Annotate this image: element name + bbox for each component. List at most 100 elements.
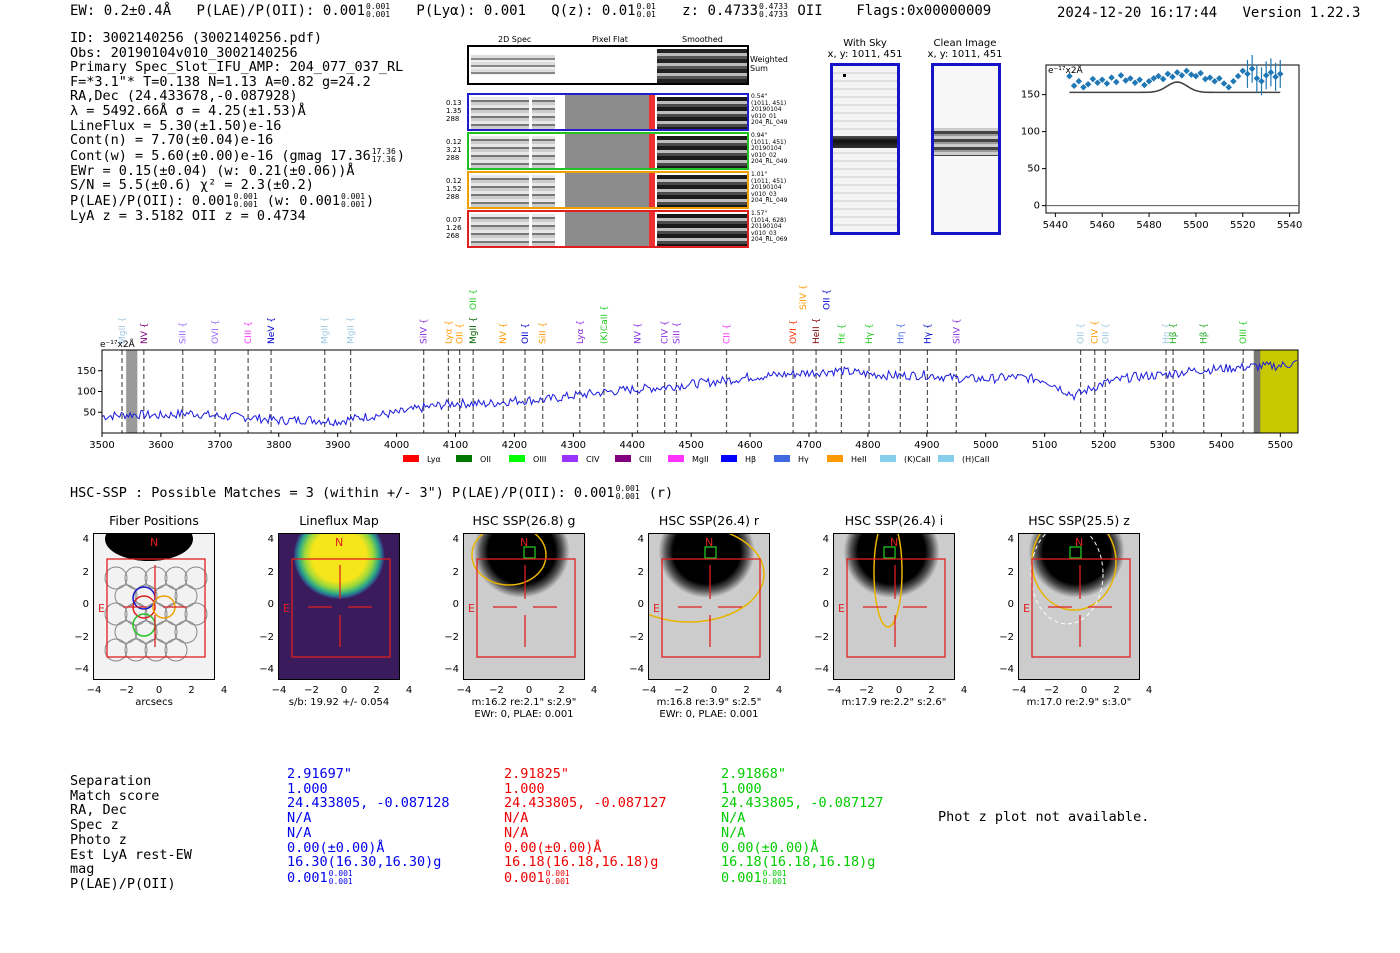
hsc-panel-sub1: s/b: 19.92 +/- 0.054 xyxy=(288,697,390,708)
hsc-ytick-label: 4 xyxy=(267,534,274,545)
hsc-ytick-label: 2 xyxy=(82,566,89,578)
hsc-panel-image: N E xyxy=(1018,533,1140,680)
ifu-footprint xyxy=(291,558,391,658)
zoom-xtick-label: 5520 xyxy=(1230,220,1255,231)
match-box xyxy=(1069,546,1082,559)
zoom-data-point xyxy=(1075,78,1083,85)
fiber-circle xyxy=(124,638,148,662)
legend-swatch xyxy=(562,455,578,462)
info-plae: P(LAE)/P(OII): 0.0010.001 0.001 (w: 0.001… xyxy=(70,191,375,209)
hsc-xtick-label: −2 xyxy=(119,685,134,696)
header-plya: P(Lyα): 0.001 xyxy=(416,3,526,19)
cutout-flat-strip xyxy=(565,134,649,168)
hsc-panel-image: N E xyxy=(648,533,770,680)
zoom-axes-frame xyxy=(1045,64,1300,214)
hsc-ytick-label: 2 xyxy=(822,566,829,578)
east-marker: E xyxy=(653,601,660,615)
label-separation: Separation xyxy=(70,773,152,789)
hsc-ytick-label: −2 xyxy=(629,631,644,643)
full-ytick-label: 150 xyxy=(77,366,96,377)
full-xtick-label: 5400 xyxy=(1209,440,1234,451)
match-value: N/A xyxy=(721,810,746,827)
info-contw: Cont(w) = 5.60(±0.00)e-16 (gmag 17.3617.… xyxy=(70,146,405,164)
zoom-data-point xyxy=(1225,83,1232,91)
full-xtick-label: 4100 xyxy=(443,440,468,451)
hsc-ytick-label: 0 xyxy=(452,599,459,610)
match-column: 2.91825" 1.000 24.433805, -0.087127 N/A N/A 0… xyxy=(504,767,667,886)
cutout-gap xyxy=(529,214,532,246)
legend-label: Hβ xyxy=(745,455,756,464)
full-line-label: SiII { xyxy=(539,322,549,344)
legend-swatch xyxy=(721,455,737,462)
full-xtick-label: 3700 xyxy=(207,440,232,451)
full-xtick-label: 4000 xyxy=(384,440,409,451)
legend-swatch xyxy=(774,455,790,462)
source-blob xyxy=(105,534,193,561)
match-value: 2.91868" xyxy=(721,766,787,782)
zoom-data-point xyxy=(1169,73,1176,81)
zoom-ytick-label: 50 xyxy=(1027,164,1040,175)
hsc-ytick-label: 0 xyxy=(1007,599,1014,610)
full-line-label: MgII { xyxy=(347,317,357,344)
full-scale-label: e⁻¹⁷x2Å xyxy=(100,338,136,350)
legend-swatch xyxy=(403,455,419,462)
hsc-xtick-label: −4 xyxy=(826,685,842,696)
full-xtick-label: 4600 xyxy=(737,440,762,451)
hsc-ytick-label: −2 xyxy=(259,631,274,643)
full-line-label: Lyα { xyxy=(444,320,454,344)
hsc-panel-title: HSC SSP(26.8) g xyxy=(472,513,576,528)
info-fit: F=*3.1"* T=0.138 N=1.13 A=0.82 g=24.2 xyxy=(70,73,371,90)
north-marker: N xyxy=(335,536,344,549)
full-top-line-label: SiIV { xyxy=(799,284,809,310)
cutout-row-stats: 0.12 1.52 288 xyxy=(446,177,462,201)
hsc-xtick-label: −4 xyxy=(86,685,102,696)
hsc-ytick-label: 2 xyxy=(452,566,459,578)
legend-swatch xyxy=(456,455,472,462)
zoom-xtick-label: 5480 xyxy=(1136,220,1161,231)
cutout-2d-strip xyxy=(471,136,555,168)
hsc-xtick-label: −2 xyxy=(1044,685,1059,696)
hsc-xtick-label: 2 xyxy=(928,685,935,696)
full-axes-frame xyxy=(101,349,1299,434)
hsc-xtick-label: 0 xyxy=(895,685,903,696)
fiber-circle xyxy=(104,638,128,662)
full-xtick-label: 4800 xyxy=(855,440,880,451)
header-timestamp: 2024-12-20 16:17:44 xyxy=(1057,5,1218,21)
info-lineflux: LineFlux = 5.30(±1.50)e-16 xyxy=(70,117,282,134)
full-line-label: CIII { xyxy=(244,321,254,344)
info-block: ID: 3002140256 (3002140256.pdf) Obs: 201… xyxy=(70,31,405,224)
match-column: 2.91697" 1.000 24.433805, -0.087128 N/A N/A 0… xyxy=(287,767,450,886)
with-sky-dot xyxy=(843,74,846,77)
full-xtick-label: 5100 xyxy=(1032,440,1057,451)
zoom-xtick-label: 5460 xyxy=(1089,220,1114,231)
zoom-data-point xyxy=(1108,74,1115,81)
hsc-xtick-label: 0 xyxy=(710,685,718,696)
match-value: N/A xyxy=(721,824,746,841)
match-value: 16.18(16.18,16.18)g xyxy=(504,854,659,871)
hsc-ytick-label: 0 xyxy=(822,599,829,610)
cutout-col-flat: Pixel Flat xyxy=(592,35,628,44)
info-lya-z: LyA z = 3.5182 OII z = 0.4734 xyxy=(70,207,306,224)
zoom-data-point xyxy=(1248,65,1256,72)
hsc-xtick-label: 0 xyxy=(525,685,533,696)
zoom-data-point xyxy=(1117,72,1125,79)
hsc-panel-image: N E xyxy=(278,533,400,680)
header-ew: EW: 0.2±0.4Å xyxy=(70,3,172,19)
full-line-label: OII { xyxy=(521,323,531,344)
full-xtick-label: 5500 xyxy=(1268,440,1293,451)
full-line-window xyxy=(1253,350,1298,433)
full-line-label: SiII { xyxy=(672,322,682,344)
hsc-ytick-label: −4 xyxy=(629,664,644,675)
full-line-label: CII { xyxy=(723,324,733,344)
cutout-gap xyxy=(529,175,532,207)
full-masked-region xyxy=(126,350,138,433)
legend-label: MgII xyxy=(692,455,709,464)
cutout-flat-edge xyxy=(649,212,655,246)
label-photo-z: Photo z xyxy=(70,831,127,848)
fiber-circle xyxy=(184,602,208,626)
full-xtick-label: 4500 xyxy=(678,440,703,451)
cutout-row-box xyxy=(467,132,749,170)
match-value: 0.00(±0.00)Å xyxy=(721,839,819,856)
hsc-ytick-label: 4 xyxy=(822,534,829,545)
full-line-label: SiIV { xyxy=(420,318,430,344)
